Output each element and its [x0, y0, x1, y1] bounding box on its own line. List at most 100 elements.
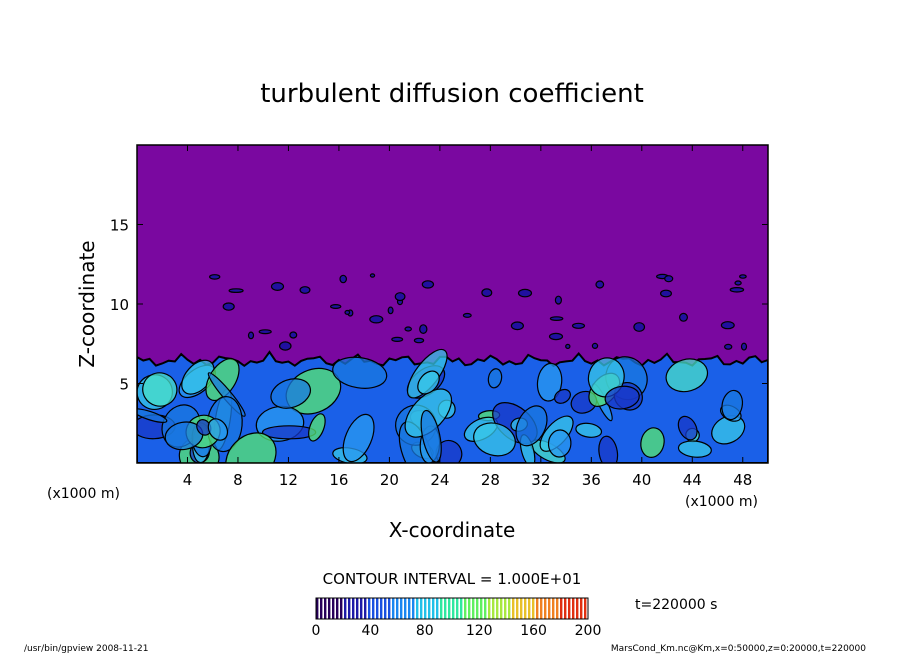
fragment	[664, 275, 674, 283]
y-axis: 5 10 15	[110, 217, 768, 394]
colorbar-strip	[512, 598, 515, 619]
footer-right: MarsCond_Km.nc@Km,x=0:50000,z=0:20000,t=…	[611, 644, 866, 654]
fragment	[517, 288, 533, 298]
colorbar-strip	[396, 598, 399, 619]
colorbar-strip	[372, 598, 375, 619]
fragment	[591, 342, 599, 349]
colorbar-strip	[480, 598, 483, 619]
footer-left: /usr/bin/gpview 2008-11-21	[24, 644, 148, 654]
x-tick-label: 32	[531, 471, 550, 489]
colorbar-strip	[336, 598, 339, 619]
colorbar-strip	[420, 598, 423, 619]
colorbar-strip	[500, 598, 503, 619]
fragment	[247, 331, 255, 340]
fragment	[387, 306, 394, 315]
y-axis-label: Z-coordinate	[75, 240, 99, 367]
fragment	[510, 321, 525, 331]
colorbar-strip	[544, 598, 547, 619]
colorbar-strip	[472, 598, 475, 619]
eddy	[417, 370, 440, 395]
colorbar-strip	[356, 598, 359, 619]
colorbar-strip	[316, 598, 319, 619]
colorbar-strip	[580, 598, 583, 619]
colorbar-strip	[324, 598, 327, 619]
colorbar-tick-label: 0	[312, 623, 321, 639]
colorbar-strip	[552, 598, 555, 619]
colorbar-strip	[408, 598, 411, 619]
eddy	[332, 356, 388, 389]
fragment	[413, 337, 425, 344]
colorbar-strip	[444, 598, 447, 619]
fragment	[270, 282, 285, 292]
colorbar-strip	[536, 598, 539, 619]
fragment	[734, 280, 742, 286]
eddy	[205, 358, 240, 402]
eddy	[207, 418, 229, 441]
x-tick-label: 36	[582, 471, 601, 489]
colorbar-strip	[428, 598, 431, 619]
x-tick-label: 28	[481, 471, 500, 489]
eddy	[721, 389, 744, 421]
colorbar-strip	[412, 598, 415, 619]
colorbar-strip	[352, 598, 355, 619]
fragment	[299, 286, 311, 294]
eddy	[677, 415, 698, 441]
colorbar-strip	[548, 598, 551, 619]
colorbar-strip	[524, 598, 527, 619]
fragment	[258, 329, 272, 335]
eddy	[554, 388, 571, 404]
eddy	[270, 378, 312, 409]
colorbar-tick-label: 200	[575, 623, 602, 639]
colorbar-strip	[476, 598, 479, 619]
eddy	[137, 408, 168, 423]
eddy	[473, 422, 516, 457]
colorbar-strip	[572, 598, 575, 619]
fragment	[369, 315, 384, 324]
x-tick-label: 16	[329, 471, 348, 489]
fragment	[344, 309, 351, 315]
fragment	[228, 288, 244, 294]
colorbar-strip	[556, 598, 559, 619]
colorbar-strip	[560, 598, 563, 619]
eddy	[604, 385, 640, 410]
y-tick-label: 15	[110, 217, 129, 235]
plot-area	[136, 144, 769, 464]
eddy	[487, 368, 503, 389]
x-axis: 4 8 12 16 20 24 28 32 36 40 44 48	[183, 145, 752, 489]
fragment	[565, 343, 571, 349]
contour-interval: CONTOUR INTERVAL = 1.000E+01	[323, 570, 582, 588]
fragment	[729, 286, 745, 293]
colorbar-strip	[360, 598, 363, 619]
colorbar-tick-label: 120	[466, 623, 493, 639]
colorbar-strip	[436, 598, 439, 619]
colorbar: 0 40 80 120 160 200	[312, 597, 602, 639]
fragment	[659, 289, 672, 298]
x-tick-label: 12	[279, 471, 298, 489]
colorbar-gradient	[316, 598, 587, 619]
fragment	[391, 336, 404, 342]
colorbar-strip	[464, 598, 467, 619]
colorbar-strip	[348, 598, 351, 619]
colorbar-strip	[456, 598, 459, 619]
eddy	[677, 440, 712, 458]
x-tick-label: 20	[380, 471, 399, 489]
eddy	[420, 409, 442, 463]
fragment	[419, 324, 428, 335]
fragment	[548, 332, 564, 341]
fragment	[720, 321, 735, 330]
fragment	[369, 273, 376, 278]
colorbar-strip	[328, 598, 331, 619]
x-tick-label: 8	[233, 471, 243, 489]
colorbar-tick-label: 40	[361, 623, 379, 639]
fragment	[394, 292, 406, 302]
fragment	[549, 316, 564, 322]
x-tick-label: 44	[683, 471, 702, 489]
colorbar-strip	[416, 598, 419, 619]
eddy	[587, 357, 625, 398]
colorbar-strip	[448, 598, 451, 619]
fragment	[462, 312, 472, 318]
colorbar-strip	[368, 598, 371, 619]
colorbar-tick-label: 80	[416, 623, 434, 639]
fragment	[481, 288, 493, 298]
colorbar-strip	[432, 598, 435, 619]
